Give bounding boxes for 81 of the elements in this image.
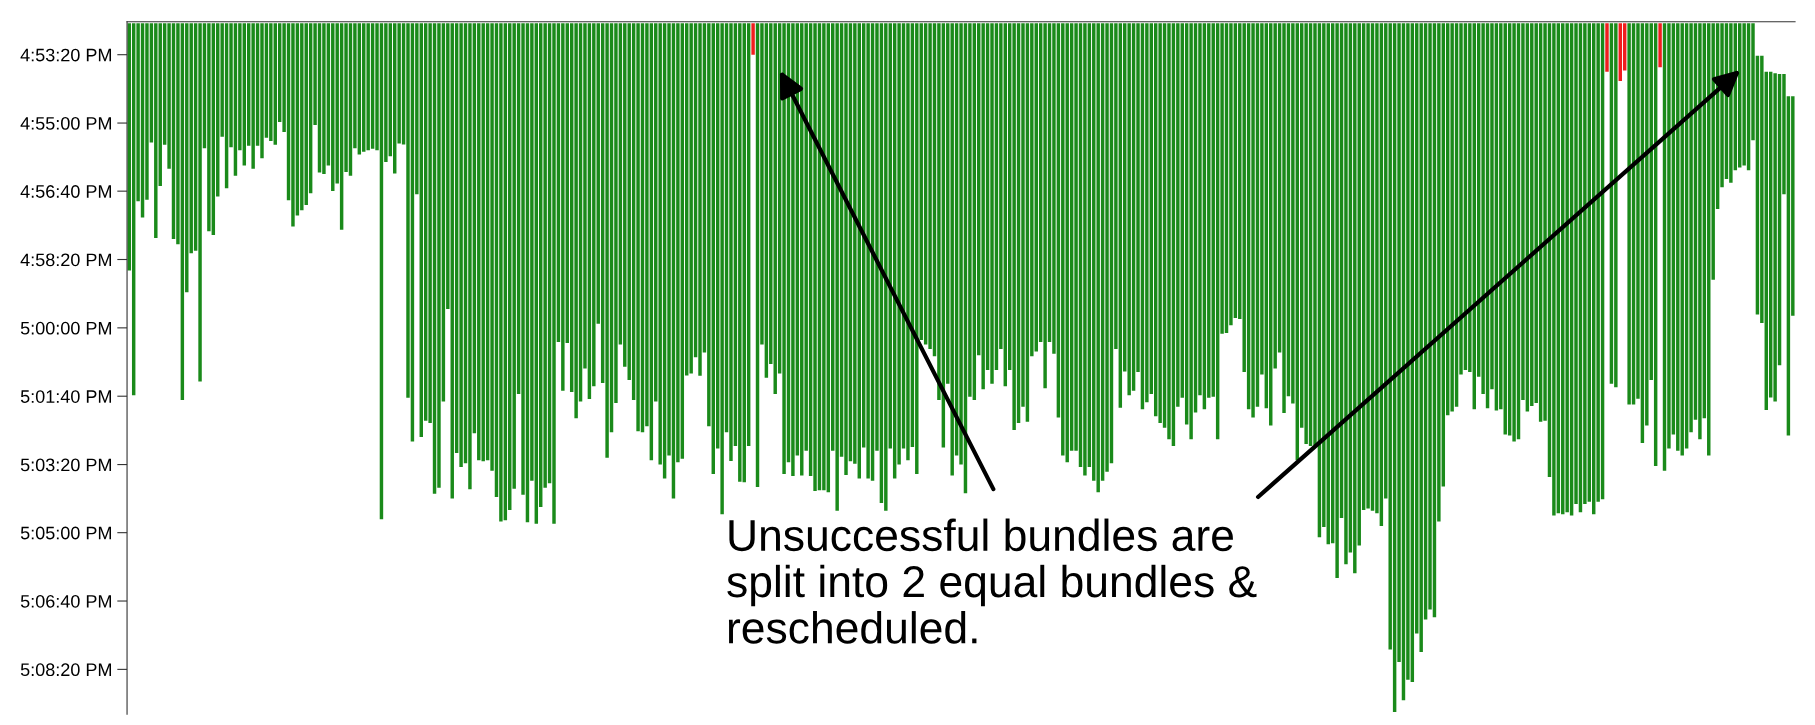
bar — [198, 23, 202, 382]
bar — [729, 23, 733, 461]
y-tick-label: 4:58:20 PM — [20, 253, 111, 267]
bar — [822, 23, 826, 491]
bar — [1127, 23, 1131, 396]
bar — [1627, 23, 1631, 405]
bar — [322, 23, 326, 174]
bar — [1251, 23, 1255, 418]
bar — [1353, 23, 1357, 574]
bar — [636, 23, 640, 432]
bar — [751, 23, 755, 55]
y-tick-label: 5:00:00 PM — [20, 321, 111, 335]
bar — [866, 23, 870, 479]
bar — [981, 23, 985, 390]
bar — [574, 23, 578, 419]
bar — [1344, 23, 1348, 565]
bar — [552, 23, 556, 524]
bar — [260, 23, 264, 159]
bar — [906, 23, 910, 461]
bar — [1189, 23, 1193, 440]
bar — [791, 23, 795, 477]
bar — [1158, 23, 1162, 424]
bar — [331, 23, 335, 191]
bar — [1450, 23, 1454, 412]
bar — [499, 23, 503, 522]
bar — [720, 23, 724, 515]
bar — [251, 23, 255, 169]
bar — [1530, 23, 1534, 407]
bar — [1366, 23, 1370, 509]
y-tick-label: 5:03:20 PM — [20, 458, 111, 472]
bar — [291, 23, 295, 227]
y-tick-label: 4:53:20 PM — [20, 48, 111, 62]
bar — [1096, 23, 1100, 493]
bar — [366, 23, 370, 151]
bar — [915, 23, 919, 474]
bar — [1552, 23, 1556, 516]
bar — [300, 23, 304, 211]
bar — [1680, 23, 1684, 456]
y-tick-label: 4:55:00 PM — [20, 116, 111, 130]
bar — [1012, 23, 1016, 430]
bar — [773, 23, 777, 394]
bar — [207, 23, 211, 232]
bar — [1282, 23, 1286, 413]
bar — [844, 23, 848, 475]
bar — [468, 23, 472, 490]
bar — [1773, 73, 1777, 402]
bar — [459, 23, 463, 468]
bar — [1614, 23, 1618, 388]
y-tick-label: 5:08:20 PM — [20, 663, 111, 677]
bar — [477, 23, 481, 461]
bar — [1512, 23, 1516, 442]
bar — [950, 23, 954, 476]
bar — [884, 23, 888, 511]
bar — [738, 23, 742, 482]
y-tick-label: 5:06:40 PM — [20, 594, 111, 608]
bar — [689, 23, 693, 374]
bar — [1676, 23, 1680, 451]
bar — [782, 23, 786, 474]
bar — [813, 23, 817, 492]
bar — [1658, 23, 1662, 68]
bar — [835, 23, 839, 511]
bar — [698, 23, 702, 376]
bar — [154, 23, 158, 239]
bar — [1698, 23, 1702, 440]
bar — [561, 23, 565, 391]
bar — [1335, 23, 1339, 578]
bar — [1419, 23, 1423, 652]
bar — [269, 23, 273, 141]
bar — [1742, 23, 1746, 166]
bar — [481, 23, 485, 462]
y-tick-label: 5:01:40 PM — [20, 390, 111, 403]
bar — [1043, 23, 1047, 389]
bar — [1605, 23, 1609, 72]
bar — [1565, 23, 1569, 513]
y-tick-label: 4:56:40 PM — [20, 185, 111, 198]
bar — [1304, 23, 1308, 444]
annotation: Unsuccessful bundles are split into 2 equal bundles & rescheduled. — [727, 518, 1257, 644]
bar — [605, 23, 609, 458]
bar — [1083, 23, 1087, 476]
y-tick-label: 5:05:00 PM — [20, 526, 111, 540]
bar — [990, 23, 994, 384]
